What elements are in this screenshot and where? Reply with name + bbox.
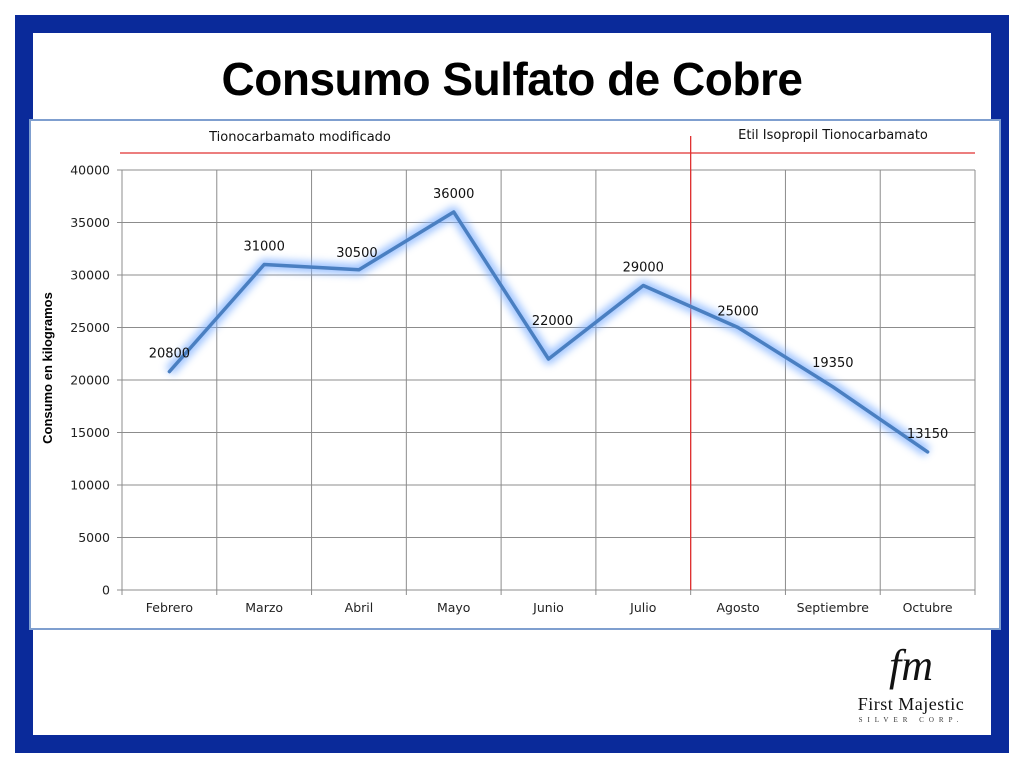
logo-company-subtitle: SILVER CORP.	[858, 716, 964, 724]
y-tick-label: 40000	[70, 163, 110, 178]
data-label: 30500	[336, 246, 377, 261]
chart-container	[29, 119, 1001, 630]
data-labels: 20800 31000 30500 36000 22000 29000 25000 19350…	[149, 187, 949, 442]
chart-regions: Tionocarbamato modificado Etil Isopropil …	[120, 128, 975, 590]
logo-monogram: fm	[889, 641, 933, 690]
series-line-group	[165, 206, 931, 457]
data-label: 29000	[623, 261, 664, 276]
x-tick-label: Junio	[532, 600, 564, 615]
chart-grid	[117, 169, 976, 595]
slide-title: Consumo Sulfato de Cobre	[221, 53, 803, 105]
data-label: 22000	[532, 314, 573, 329]
y-tick-label: 35000	[70, 215, 110, 230]
x-tick-label: Marzo	[245, 600, 283, 615]
data-label: 13150	[907, 427, 948, 442]
data-label: 20800	[149, 347, 190, 362]
data-label: 31000	[243, 240, 284, 255]
y-tick-label: 15000	[70, 425, 110, 440]
y-tick-label: 5000	[78, 530, 110, 545]
data-label: 19350	[812, 356, 853, 371]
logo-company-name: First Majestic	[857, 694, 965, 714]
y-tick-label: 0	[102, 583, 110, 598]
region-label-etil-isopropil: Etil Isopropil Tionocarbamato	[738, 128, 928, 143]
x-tick-label: Febrero	[146, 600, 193, 615]
x-axis-ticks: Febrero Marzo Abril Mayo Junio Julio Agosto Sep…	[146, 600, 953, 615]
y-axis-ticks: 0 5000 10000 15000 20000 25000 30000 35000 40000	[70, 163, 110, 598]
data-label: 36000	[433, 187, 474, 202]
company-logo: fm First Majestic SILVER CORP.	[836, 640, 986, 730]
x-tick-label: Mayo	[437, 600, 471, 615]
data-label: 25000	[717, 305, 758, 320]
series-line	[167, 210, 930, 454]
y-tick-label: 30000	[70, 268, 110, 283]
x-tick-label: Septiembre	[797, 600, 870, 615]
x-tick-label: Julio	[629, 600, 656, 615]
y-axis-label: Consumo en kilogramos	[40, 292, 55, 444]
x-tick-label: Agosto	[716, 600, 759, 615]
region-label-tionocarbamato-modificado: Tionocarbamato modificado	[208, 130, 391, 145]
y-tick-label: 10000	[70, 478, 110, 493]
y-tick-label: 25000	[70, 320, 110, 335]
y-tick-label: 20000	[70, 373, 110, 388]
x-tick-label: Octubre	[903, 600, 953, 615]
x-tick-label: Abril	[345, 600, 374, 615]
